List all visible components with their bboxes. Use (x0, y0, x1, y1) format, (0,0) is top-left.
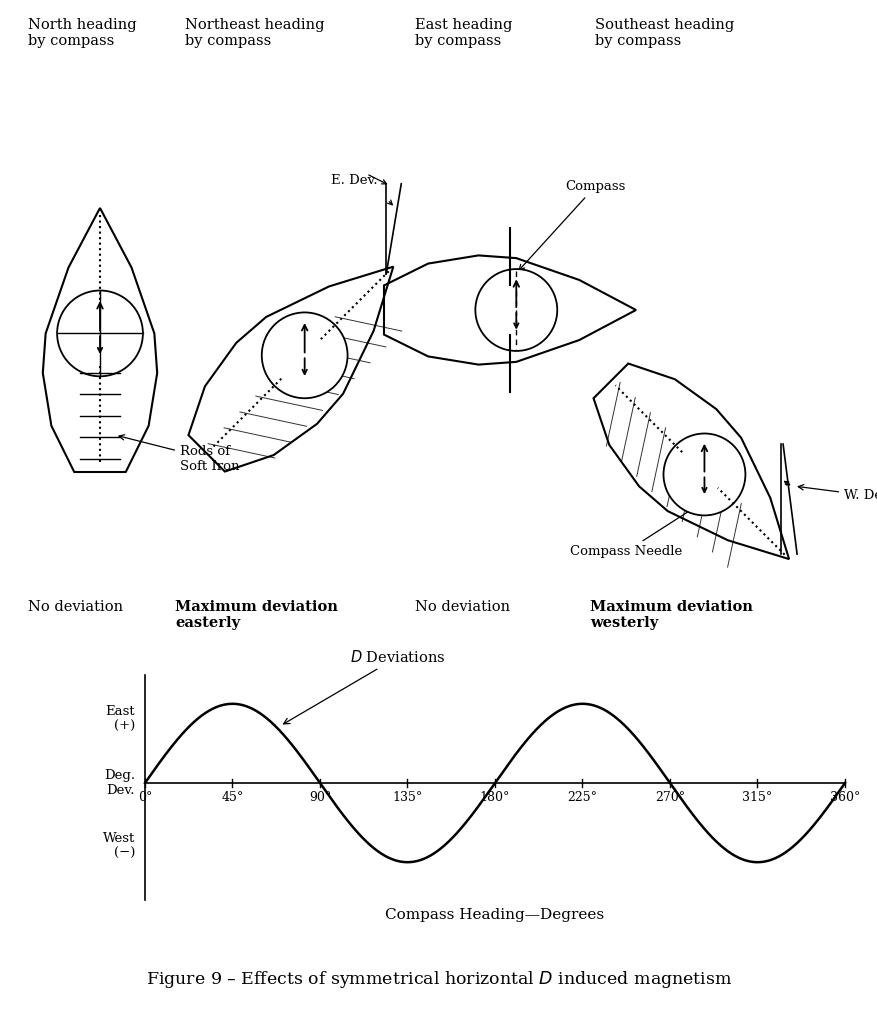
Circle shape (663, 433, 745, 515)
Text: Northeast heading
by compass: Northeast heading by compass (185, 18, 324, 48)
Text: 45°: 45° (221, 791, 243, 804)
Text: Compass Needle: Compass Needle (569, 507, 695, 558)
Text: East
(+): East (+) (105, 705, 135, 733)
Text: West
(−): West (−) (103, 831, 135, 860)
Text: E. Dev.: E. Dev. (331, 174, 377, 186)
Text: Deg.
Dev.: Deg. Dev. (103, 769, 135, 797)
Text: 90°: 90° (309, 791, 331, 804)
Text: No deviation: No deviation (28, 600, 123, 614)
Text: 360°: 360° (829, 791, 859, 804)
Text: Compass Heading—Degrees: Compass Heading—Degrees (385, 908, 604, 922)
Circle shape (57, 291, 143, 376)
Text: Compass: Compass (518, 180, 624, 270)
Text: 315°: 315° (742, 791, 772, 804)
Text: Maximum deviation
easterly: Maximum deviation easterly (175, 600, 338, 630)
Text: 225°: 225° (567, 791, 597, 804)
Text: Rods of
Soft Iron: Rods of Soft Iron (119, 435, 239, 473)
Text: 0°: 0° (138, 791, 152, 804)
Text: Figure 9 – Effects of symmetrical horizontal $D$ induced magnetism: Figure 9 – Effects of symmetrical horizo… (146, 969, 731, 990)
Text: $D$ Deviations: $D$ Deviations (283, 649, 446, 724)
Text: North heading
by compass: North heading by compass (28, 18, 137, 48)
Text: Maximum deviation
westerly: Maximum deviation westerly (589, 600, 752, 630)
Text: No deviation: No deviation (415, 600, 510, 614)
Circle shape (261, 312, 347, 398)
Text: 180°: 180° (479, 791, 510, 804)
Circle shape (474, 269, 557, 351)
Text: 135°: 135° (392, 791, 422, 804)
Text: W. Dev.: W. Dev. (797, 484, 877, 502)
Text: 270°: 270° (654, 791, 684, 804)
Text: Southeast heading
by compass: Southeast heading by compass (595, 18, 733, 48)
Text: East heading
by compass: East heading by compass (415, 18, 512, 48)
